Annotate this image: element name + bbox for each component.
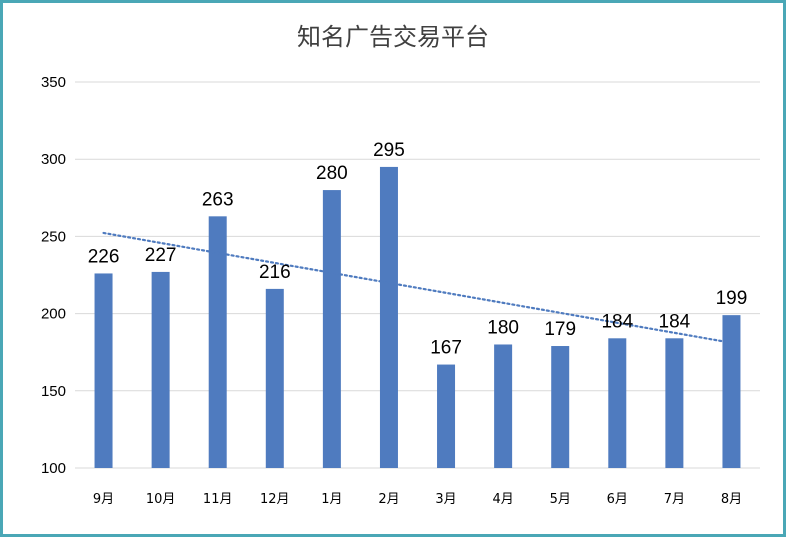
gridlines bbox=[75, 81, 760, 469]
y-tick-label: 300 bbox=[41, 151, 66, 168]
x-tick-label: 6月 bbox=[607, 492, 628, 507]
data-labels: 226 227 263 216 280 295 167 180 179 184 184 199 bbox=[88, 140, 748, 359]
x-tick-label: 11月 bbox=[203, 492, 233, 507]
x-tick-label: 5月 bbox=[550, 492, 571, 507]
data-label: 199 bbox=[716, 288, 748, 309]
bar bbox=[665, 338, 684, 468]
x-tick-label: 8月 bbox=[721, 492, 742, 507]
x-tick-label: 3月 bbox=[435, 492, 456, 507]
data-label: 226 bbox=[88, 246, 120, 267]
bar bbox=[437, 364, 456, 468]
y-tick-label: 250 bbox=[41, 228, 66, 245]
x-tick-label: 4月 bbox=[492, 492, 513, 507]
bar bbox=[551, 346, 570, 468]
bar bbox=[322, 190, 341, 468]
data-label: 167 bbox=[430, 338, 462, 359]
y-tick-label: 150 bbox=[41, 383, 66, 400]
x-tick-label: 10月 bbox=[146, 492, 176, 507]
x-axis-labels: 9月 10月 11月 12月 1月 2月 3月 4月 5月 6月 7月 8月 bbox=[93, 492, 742, 507]
y-axis-ticks: 100 150 200 250 300 350 bbox=[41, 74, 66, 477]
bar bbox=[265, 288, 284, 468]
bar bbox=[151, 271, 170, 468]
data-label: 295 bbox=[373, 140, 405, 161]
trendline-layer bbox=[102, 231, 733, 344]
data-label: 184 bbox=[659, 311, 691, 332]
y-tick-label: 200 bbox=[41, 306, 66, 323]
data-label: 180 bbox=[487, 317, 519, 338]
bar bbox=[608, 338, 627, 468]
data-label: 216 bbox=[259, 262, 291, 283]
data-label: 227 bbox=[145, 245, 177, 266]
x-tick-label: 1月 bbox=[321, 492, 342, 507]
chart-title: 知名广告交易平台 bbox=[297, 23, 489, 51]
data-label: 263 bbox=[202, 189, 234, 210]
bar bbox=[379, 166, 398, 469]
bar bbox=[94, 273, 113, 468]
bar bbox=[208, 216, 227, 468]
y-tick-label: 100 bbox=[41, 460, 66, 477]
x-tick-label: 7月 bbox=[664, 492, 685, 507]
bar bbox=[494, 344, 513, 468]
x-tick-label: 9月 bbox=[93, 492, 114, 507]
x-tick-label: 2月 bbox=[378, 492, 399, 507]
data-label: 179 bbox=[544, 319, 576, 340]
bars bbox=[94, 166, 741, 469]
bar bbox=[722, 315, 741, 468]
data-label: 184 bbox=[601, 311, 633, 332]
x-tick-label: 12月 bbox=[260, 492, 290, 507]
y-tick-label: 350 bbox=[41, 74, 66, 91]
data-label: 280 bbox=[316, 163, 348, 184]
trendline bbox=[102, 231, 733, 344]
